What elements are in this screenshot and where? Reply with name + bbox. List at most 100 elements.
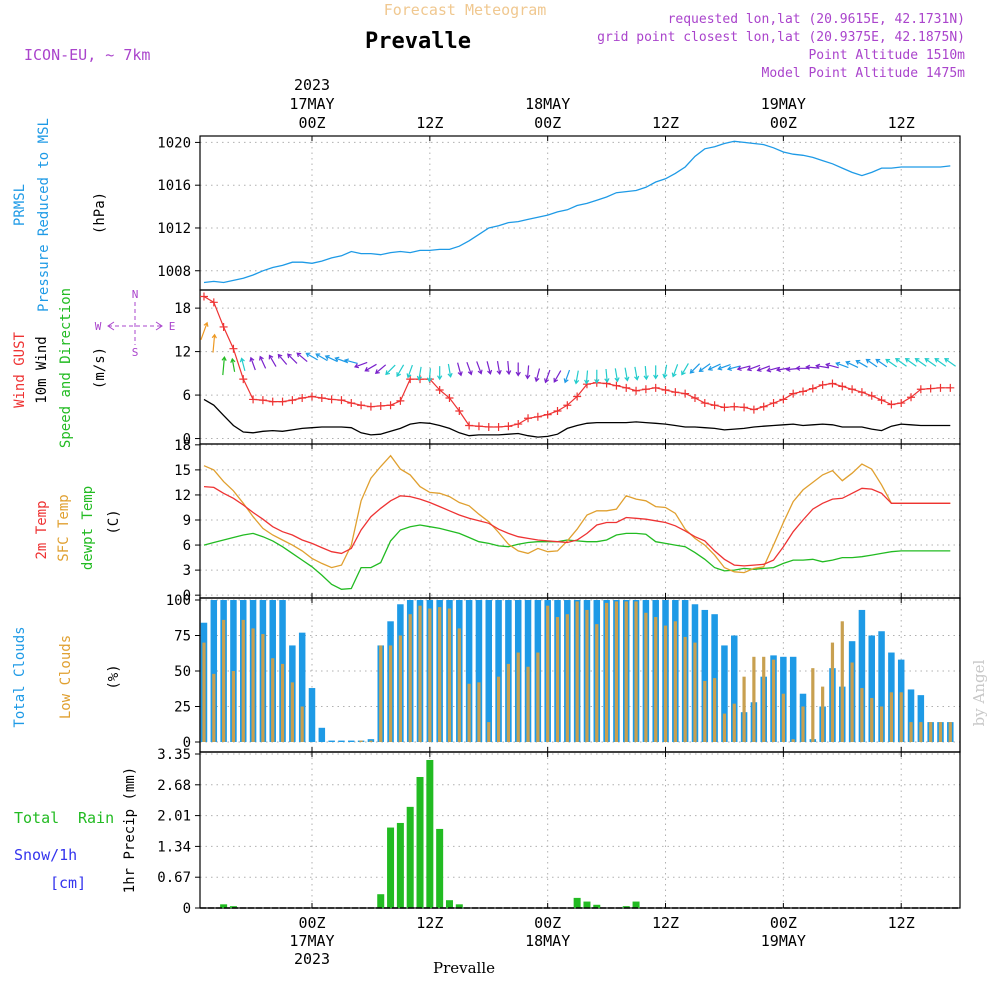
wind-direction-arrow xyxy=(643,366,649,381)
ytick-label: 15 xyxy=(174,463,191,479)
temp-2m-label: 2m Temp xyxy=(34,500,50,559)
rain-bar xyxy=(426,759,434,908)
low-cloud-bar xyxy=(762,656,766,742)
wind-direction-arrow xyxy=(343,358,358,364)
wind-direction-arrow xyxy=(385,364,396,376)
gust-marker xyxy=(789,389,798,398)
wind-direction-arrow xyxy=(466,361,473,376)
low-cloud-bar xyxy=(634,601,638,742)
low-cloud-bar xyxy=(565,614,569,742)
total-label: Total xyxy=(14,809,59,827)
panel5-labels: Total Rain Snow/1h [cm] 1hr Precip (mm) xyxy=(14,767,138,893)
ytick-label: 18 xyxy=(174,301,191,317)
wind-direction-arrow xyxy=(894,358,907,367)
low-cloud-bar xyxy=(487,722,491,742)
low-cloud-bar xyxy=(801,706,805,742)
total-cloud-bar xyxy=(731,635,738,742)
compass-e: E xyxy=(169,320,176,333)
low-cloud-bar xyxy=(683,636,687,742)
time-label-top: 12Z xyxy=(652,114,679,132)
low-cloud-bar xyxy=(555,617,560,742)
gust-marker xyxy=(946,383,955,392)
wind-gust-label: Wind GUST xyxy=(12,332,28,408)
time-label-bottom: 17MAY xyxy=(289,932,334,950)
low-cloud-bar xyxy=(663,625,668,742)
snow-unit-label: [cm] xyxy=(50,874,86,892)
time-label-bottom: 2023 xyxy=(294,950,330,968)
gust-marker xyxy=(494,422,503,431)
speed-direction-label: Speed and Direction xyxy=(58,288,74,448)
panel3-labels: 2m Temp SFC Temp dewpt Temp (C) xyxy=(34,486,122,570)
rain-bar xyxy=(406,806,414,908)
wind-direction-arrow xyxy=(324,355,338,363)
wind-direction-arrow xyxy=(486,361,493,375)
wind-direction-arrow xyxy=(594,369,600,384)
gust-marker xyxy=(268,397,277,406)
total-cloud-bar xyxy=(907,689,915,742)
wind-direction-arrow xyxy=(662,364,668,379)
wind-direction-arrow xyxy=(221,355,227,376)
wind-direction-arrow xyxy=(426,368,433,383)
wind-direction-arrow xyxy=(944,358,956,367)
precip-unit-label: 1hr Precip (mm) xyxy=(122,767,138,893)
low-cloud-bar xyxy=(771,659,776,742)
ytick-label: 18 xyxy=(174,438,191,454)
low-cloud-bar xyxy=(713,678,717,742)
low-cloud-bar xyxy=(369,740,373,742)
wind-direction-arrow xyxy=(396,364,405,378)
rain-bar xyxy=(416,776,424,908)
wind-direction-arrow xyxy=(506,361,512,376)
wind-direction-arrow xyxy=(239,357,246,372)
gust-marker xyxy=(759,402,768,411)
wind-direction-arrow xyxy=(914,358,927,367)
low-cloud-bar xyxy=(585,609,589,742)
low-cloud-bar xyxy=(889,692,893,742)
ytick-label: 100 xyxy=(166,593,191,609)
sfc-temp-line xyxy=(203,454,951,574)
wind-direction-arrow xyxy=(736,365,751,371)
wind-direction-arrow xyxy=(825,362,839,369)
ytick-label: 25 xyxy=(174,700,191,716)
gust-marker xyxy=(239,375,248,384)
wind-direction-arrow xyxy=(476,361,483,375)
ytick-label: 9 xyxy=(183,513,191,529)
gust-marker xyxy=(209,298,218,307)
gust-marker xyxy=(386,401,395,410)
wind-10m-label: 10m Wind xyxy=(34,336,50,403)
low-cloud-bar xyxy=(791,739,795,742)
rain-bar xyxy=(377,894,385,908)
gust-marker xyxy=(740,403,749,412)
low-cloud-bar xyxy=(241,619,245,742)
gust-marker xyxy=(622,383,631,392)
gust-marker xyxy=(435,386,444,394)
low-cloud-bar xyxy=(703,680,707,742)
total-cloud-bar xyxy=(868,635,875,742)
wind-direction-arrow xyxy=(296,352,308,363)
low-cloud-bar xyxy=(546,605,550,742)
total-cloud-bar xyxy=(701,609,709,742)
wind-direction-arrow xyxy=(573,370,580,385)
precip-panel: 0 0.67 1.34 2.01 2.68 3.35 xyxy=(157,747,961,917)
gust-marker xyxy=(887,400,896,409)
wind-direction-arrow xyxy=(259,355,267,369)
time-label-bottom: 12Z xyxy=(888,914,915,932)
total-cloud-bar xyxy=(298,632,306,742)
compass-s: S xyxy=(132,346,139,359)
low-cloud-bar xyxy=(428,608,432,742)
wind-direction-arrow xyxy=(805,364,820,370)
low-cloud-bar xyxy=(526,666,530,742)
gust-marker xyxy=(641,385,650,394)
dewpt-line xyxy=(203,524,951,590)
gust-marker xyxy=(563,401,572,410)
panel-frame xyxy=(199,443,961,599)
gust-marker xyxy=(573,392,582,401)
gust-marker xyxy=(357,401,366,410)
low-cloud-bar xyxy=(654,617,658,742)
low-cloud-bar xyxy=(261,634,265,742)
rain-bar xyxy=(573,897,581,908)
gust-marker xyxy=(474,422,483,431)
time-label-top: 12Z xyxy=(888,114,915,132)
time-label-bottom: 18MAY xyxy=(525,932,570,950)
wind-direction-arrow xyxy=(726,365,741,371)
wind-direction-arrow xyxy=(707,363,721,371)
